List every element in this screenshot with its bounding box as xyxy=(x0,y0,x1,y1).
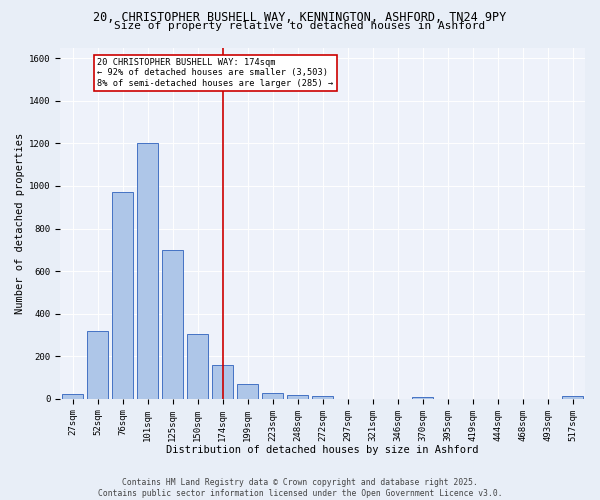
Bar xyxy=(62,394,83,399)
Bar xyxy=(112,192,133,399)
X-axis label: Distribution of detached houses by size in Ashford: Distribution of detached houses by size … xyxy=(166,445,479,455)
Text: 20 CHRISTOPHER BUSHELL WAY: 174sqm
← 92% of detached houses are smaller (3,503)
: 20 CHRISTOPHER BUSHELL WAY: 174sqm ← 92%… xyxy=(97,58,334,88)
Bar xyxy=(312,396,334,399)
Bar xyxy=(237,384,259,399)
Bar xyxy=(562,396,583,399)
Bar xyxy=(212,365,233,399)
Bar xyxy=(162,250,184,399)
Y-axis label: Number of detached properties: Number of detached properties xyxy=(15,132,25,314)
Text: Contains HM Land Registry data © Crown copyright and database right 2025.
Contai: Contains HM Land Registry data © Crown c… xyxy=(98,478,502,498)
Text: Size of property relative to detached houses in Ashford: Size of property relative to detached ho… xyxy=(115,21,485,31)
Bar xyxy=(137,144,158,399)
Bar xyxy=(412,397,433,399)
Bar xyxy=(287,395,308,399)
Bar xyxy=(187,334,208,399)
Text: 20, CHRISTOPHER BUSHELL WAY, KENNINGTON, ASHFORD, TN24 9PY: 20, CHRISTOPHER BUSHELL WAY, KENNINGTON,… xyxy=(94,11,506,24)
Bar xyxy=(262,393,283,399)
Bar xyxy=(87,330,109,399)
